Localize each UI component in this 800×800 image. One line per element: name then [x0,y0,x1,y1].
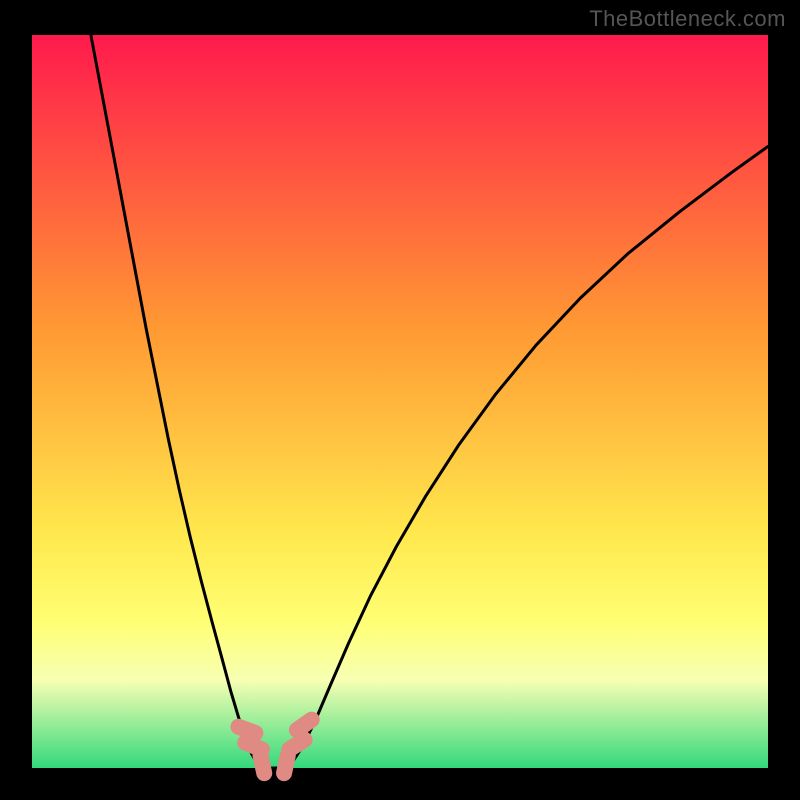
bottleneck-marker [251,746,274,783]
curve-svg [32,35,768,768]
bottleneck-curve-left [91,35,264,768]
chart-plot-area [32,35,768,768]
watermark-text: TheBottleneck.com [589,6,786,32]
bottleneck-curve-right [286,146,768,768]
